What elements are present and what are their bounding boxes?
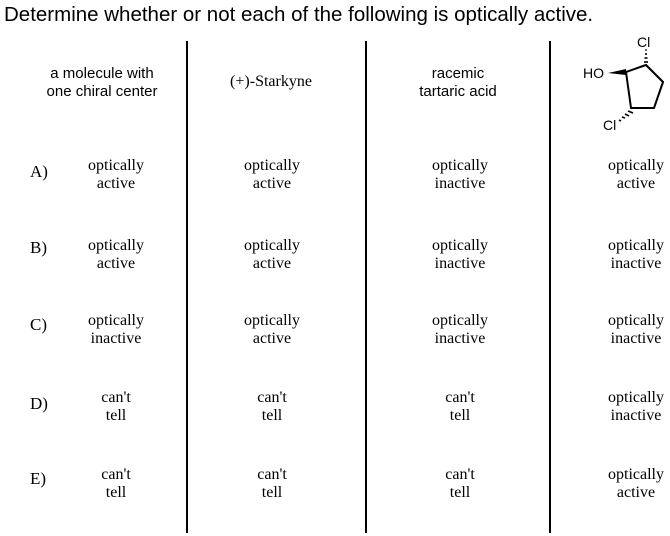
cell-line: inactive [434, 330, 486, 347]
cell-c-1: optically inactive [88, 312, 144, 348]
cell-line: optically [432, 237, 488, 254]
cell-line: inactive [610, 407, 662, 424]
cell-line: active [616, 175, 656, 192]
header-line: racemic [431, 65, 485, 82]
cell-line: can't [445, 466, 475, 483]
cell-c-2: optically active [244, 312, 300, 348]
cell-d-1: can't tell [101, 389, 131, 425]
cell-line: optically [608, 466, 664, 483]
option-letter-b: B) [30, 238, 47, 257]
cell-line: optically [88, 312, 144, 329]
question-title: Determine whether or not each of the fol… [4, 3, 594, 26]
cell-a-4: optically active [608, 157, 664, 193]
oh-label: HO [583, 65, 604, 81]
cell-line: optically [608, 157, 664, 174]
cell-e-3: can't tell [445, 466, 475, 502]
cell-line: can't [101, 389, 131, 406]
cell-line: inactive [434, 255, 486, 272]
cell-line: can't [101, 466, 131, 483]
header-chiral-molecule: a molecule with one chiral center [47, 65, 158, 101]
cell-line: can't [257, 466, 287, 483]
cl-label-top: Cl [637, 34, 650, 50]
cell-line: optically [244, 237, 300, 254]
cell-a-2: optically active [244, 157, 300, 193]
header-line: (+)-Starkyne [230, 73, 312, 90]
option-letter-e: E) [30, 469, 47, 488]
cell-line: can't [445, 389, 475, 406]
cell-line: tell [105, 407, 127, 424]
cell-line: tell [261, 484, 283, 501]
cell-line: tell [105, 484, 127, 501]
cell-line: inactive [434, 175, 486, 192]
option-letter-c: C) [30, 315, 47, 334]
cell-line: can't [257, 389, 287, 406]
cell-line: active [252, 175, 292, 192]
cell-c-4: optically inactive [608, 312, 664, 348]
header-racemic-tartaric-acid: racemic tartaric acid [419, 65, 497, 101]
cell-c-3: optically inactive [432, 312, 488, 348]
cell-e-1: can't tell [101, 466, 131, 502]
cell-line: optically [88, 237, 144, 254]
wedge-bond [608, 69, 626, 75]
cell-a-1: optically active [88, 157, 144, 193]
option-letter-d: D) [30, 394, 48, 413]
header-starkyne: (+)-Starkyne [230, 73, 312, 91]
cell-b-2: optically active [244, 237, 300, 273]
column-divider-3 [549, 41, 551, 533]
cell-d-2: can't tell [257, 389, 287, 425]
header-line: a molecule with [50, 65, 154, 82]
cell-line: optically [608, 389, 664, 406]
hashed-bond-top [644, 49, 648, 63]
header-line: one chiral center [46, 83, 158, 100]
cell-b-3: optically inactive [432, 237, 488, 273]
cell-line: active [96, 255, 136, 272]
cl-label-bottom: Cl [603, 117, 616, 133]
column-divider-1 [186, 41, 188, 533]
cell-line: optically [244, 157, 300, 174]
cell-line: optically [608, 237, 664, 254]
cell-line: tell [449, 407, 471, 424]
header-line: tartaric acid [419, 83, 497, 100]
cell-line: active [252, 330, 292, 347]
column-divider-2 [365, 41, 367, 533]
cell-d-4: optically inactive [608, 389, 664, 425]
cell-line: optically [432, 157, 488, 174]
cell-line: tell [261, 407, 283, 424]
cell-line: inactive [610, 330, 662, 347]
cell-d-3: can't tell [445, 389, 475, 425]
cell-line: tell [449, 484, 471, 501]
cell-line: inactive [610, 255, 662, 272]
cell-line: optically [432, 312, 488, 329]
cell-a-3: optically inactive [432, 157, 488, 193]
cell-b-4: optically inactive [608, 237, 664, 273]
hashed-bond-bottom [618, 110, 634, 122]
cell-line: active [252, 255, 292, 272]
cell-line: inactive [90, 330, 142, 347]
cell-line: optically [244, 312, 300, 329]
cell-line: optically [88, 157, 144, 174]
cell-e-2: can't tell [257, 466, 287, 502]
cell-line: optically [608, 312, 664, 329]
cell-line: active [616, 484, 656, 501]
cell-b-1: optically active [88, 237, 144, 273]
cell-e-4: optically active [608, 466, 664, 502]
dichlorocyclopentanol-structure: Cl HO Cl [583, 34, 664, 133]
cell-line: active [96, 175, 136, 192]
option-letter-a: A) [30, 162, 48, 181]
